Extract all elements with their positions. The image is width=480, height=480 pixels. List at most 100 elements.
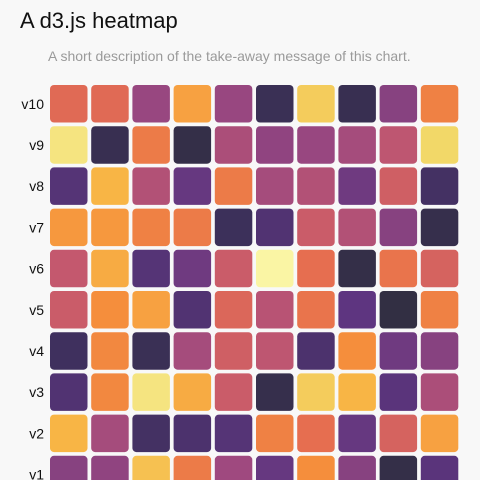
heatmap-cell-I-v4[interactable] — [379, 332, 418, 370]
heatmap-cell-J-v6[interactable] — [420, 249, 459, 288]
heatmap-cell-F-v10[interactable] — [256, 85, 294, 123]
heatmap-cell-E-v1[interactable] — [214, 455, 253, 480]
heatmap-cell-G-v1[interactable] — [297, 455, 335, 480]
heatmap-cell-C-v5[interactable] — [132, 291, 170, 329]
heatmap-cell-D-v9[interactable] — [173, 126, 212, 164]
heatmap-cell-E-v9[interactable] — [214, 126, 253, 164]
heatmap-cell-I-v1[interactable] — [379, 455, 418, 480]
heatmap-cell-G-v10[interactable] — [297, 85, 335, 123]
heatmap-cell-I-v9[interactable] — [379, 126, 418, 164]
heatmap-cell-I-v3[interactable] — [379, 373, 418, 411]
heatmap-cell-C-v9[interactable] — [132, 126, 170, 164]
heatmap-cell-B-v6[interactable] — [91, 249, 129, 288]
heatmap-cell-C-v7[interactable] — [132, 208, 170, 247]
heatmap-cell-E-v8[interactable] — [214, 167, 253, 205]
heatmap-cell-H-v4[interactable] — [338, 332, 376, 370]
heatmap-cell-A-v9[interactable] — [50, 126, 88, 164]
heatmap-cell-H-v1[interactable] — [338, 455, 376, 480]
heatmap-cell-H-v5[interactable] — [338, 291, 376, 329]
heatmap-cell-D-v4[interactable] — [173, 332, 212, 370]
heatmap-cell-J-v2[interactable] — [420, 414, 459, 453]
heatmap-cell-D-v1[interactable] — [173, 455, 212, 480]
heatmap-cell-F-v2[interactable] — [256, 414, 294, 453]
heatmap-cell-G-v4[interactable] — [297, 332, 335, 370]
heatmap-cell-E-v5[interactable] — [214, 291, 253, 329]
heatmap-cell-F-v9[interactable] — [256, 126, 294, 164]
heatmap-cell-I-v10[interactable] — [379, 85, 418, 123]
heatmap-cell-G-v5[interactable] — [297, 291, 335, 329]
heatmap-cell-I-v7[interactable] — [379, 208, 418, 247]
heatmap-cell-H-v9[interactable] — [338, 126, 376, 164]
heatmap-cell-J-v3[interactable] — [420, 373, 459, 411]
heatmap-cell-B-v9[interactable] — [91, 126, 129, 164]
heatmap-cell-C-v10[interactable] — [132, 85, 170, 123]
heatmap-cell-F-v3[interactable] — [256, 373, 294, 411]
heatmap-cell-A-v3[interactable] — [50, 373, 88, 411]
heatmap-cell-H-v2[interactable] — [338, 414, 376, 453]
heatmap-cell-G-v2[interactable] — [297, 414, 335, 453]
heatmap-cell-E-v2[interactable] — [214, 414, 253, 453]
heatmap-cell-I-v2[interactable] — [379, 414, 418, 453]
heatmap-cell-I-v6[interactable] — [379, 249, 418, 288]
heatmap-cell-E-v7[interactable] — [214, 208, 253, 247]
heatmap-cell-J-v5[interactable] — [420, 291, 459, 329]
heatmap-cell-F-v1[interactable] — [256, 455, 294, 480]
heatmap-cell-C-v3[interactable] — [132, 373, 170, 411]
heatmap-cell-J-v8[interactable] — [420, 167, 459, 205]
heatmap-cell-E-v10[interactable] — [214, 85, 253, 123]
heatmap-cell-G-v6[interactable] — [297, 249, 335, 288]
heatmap-cell-A-v1[interactable] — [50, 455, 88, 480]
heatmap-cell-H-v10[interactable] — [338, 85, 376, 123]
heatmap-cell-A-v2[interactable] — [50, 414, 88, 453]
heatmap-cell-H-v8[interactable] — [338, 167, 376, 205]
heatmap-cell-B-v10[interactable] — [91, 85, 129, 123]
heatmap-cell-D-v2[interactable] — [173, 414, 212, 453]
heatmap-cell-C-v8[interactable] — [132, 167, 170, 205]
heatmap-cell-B-v1[interactable] — [91, 455, 129, 480]
heatmap-cell-D-v6[interactable] — [173, 249, 212, 288]
heatmap-cell-B-v2[interactable] — [91, 414, 129, 453]
heatmap-cell-A-v5[interactable] — [50, 291, 88, 329]
heatmap-cell-C-v6[interactable] — [132, 249, 170, 288]
heatmap-cell-F-v8[interactable] — [256, 167, 294, 205]
heatmap-cell-F-v4[interactable] — [256, 332, 294, 370]
heatmap-cell-J-v9[interactable] — [420, 126, 459, 164]
heatmap-cell-J-v10[interactable] — [420, 85, 459, 123]
heatmap-cell-A-v10[interactable] — [50, 85, 88, 123]
heatmap-cell-G-v7[interactable] — [297, 208, 335, 247]
heatmap-cell-B-v5[interactable] — [91, 291, 129, 329]
heatmap-cell-C-v1[interactable] — [132, 455, 170, 480]
heatmap-cell-H-v3[interactable] — [338, 373, 376, 411]
heatmap-cell-E-v3[interactable] — [214, 373, 253, 411]
heatmap-cell-I-v5[interactable] — [379, 291, 418, 329]
heatmap-cell-B-v3[interactable] — [91, 373, 129, 411]
heatmap-cell-H-v6[interactable] — [338, 249, 376, 288]
heatmap-cell-J-v1[interactable] — [420, 455, 459, 480]
heatmap-cell-J-v4[interactable] — [420, 332, 459, 370]
heatmap-cell-E-v6[interactable] — [214, 249, 253, 288]
heatmap-cell-E-v4[interactable] — [214, 332, 253, 370]
heatmap-cell-A-v8[interactable] — [50, 167, 88, 205]
heatmap-cell-D-v3[interactable] — [173, 373, 212, 411]
heatmap-cell-B-v7[interactable] — [91, 208, 129, 247]
heatmap-cell-J-v7[interactable] — [420, 208, 459, 247]
heatmap-cell-H-v7[interactable] — [338, 208, 376, 247]
heatmap-cell-A-v7[interactable] — [50, 208, 88, 247]
heatmap-cell-C-v2[interactable] — [132, 414, 170, 453]
heatmap-cell-F-v7[interactable] — [256, 208, 294, 247]
heatmap-cell-D-v5[interactable] — [173, 291, 212, 329]
heatmap-cell-F-v6[interactable] — [256, 249, 294, 288]
heatmap-cell-G-v9[interactable] — [297, 126, 335, 164]
heatmap-cell-G-v8[interactable] — [297, 167, 335, 205]
heatmap-cell-B-v4[interactable] — [91, 332, 129, 370]
heatmap-cell-D-v10[interactable] — [173, 85, 212, 123]
heatmap-cell-G-v3[interactable] — [297, 373, 335, 411]
heatmap-cell-F-v5[interactable] — [256, 291, 294, 329]
heatmap-cell-D-v7[interactable] — [173, 208, 212, 247]
heatmap-cell-B-v8[interactable] — [91, 167, 129, 205]
heatmap-cell-A-v6[interactable] — [50, 249, 88, 288]
heatmap-cell-A-v4[interactable] — [50, 332, 88, 370]
heatmap-cell-I-v8[interactable] — [379, 167, 418, 205]
heatmap-cell-D-v8[interactable] — [173, 167, 212, 205]
heatmap-cell-C-v4[interactable] — [132, 332, 170, 370]
